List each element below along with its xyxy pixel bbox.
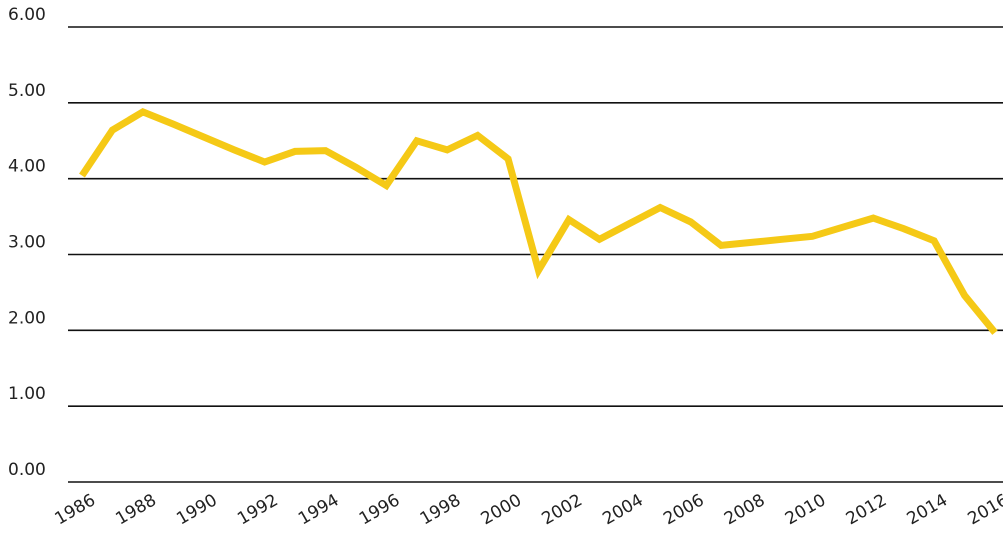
x-tick-label: 2016 <box>965 490 1003 529</box>
x-tick-label: 1996 <box>356 490 403 529</box>
x-tick-label: 1990 <box>173 490 220 529</box>
y-tick-label: 3.00 <box>8 233 46 253</box>
x-tick-label: 2008 <box>721 490 768 529</box>
y-tick-label: 0.00 <box>8 460 46 480</box>
x-tick-label: 1994 <box>295 490 342 529</box>
x-tick-label: 2000 <box>478 490 525 529</box>
x-tick-label: 2010 <box>782 490 829 529</box>
y-tick-label: 5.00 <box>8 81 46 101</box>
x-tick-label: 2012 <box>843 490 890 529</box>
y-tick-label: 2.00 <box>8 308 46 328</box>
data-line <box>79 108 998 335</box>
y-tick-label: 1.00 <box>8 384 46 404</box>
x-tick-label: 1988 <box>112 490 159 529</box>
x-tick-label: 2014 <box>904 490 951 529</box>
x-tick-label: 1998 <box>417 490 464 529</box>
x-tick-label: 1992 <box>234 490 281 529</box>
x-tick-label: 2006 <box>660 490 707 529</box>
y-tick-label: 6.00 <box>8 5 46 25</box>
x-tick-label: 2002 <box>538 490 585 529</box>
x-tick-label: 1986 <box>52 490 99 529</box>
y-tick-label: 4.00 <box>8 157 46 177</box>
x-tick-label: 2004 <box>599 490 646 529</box>
